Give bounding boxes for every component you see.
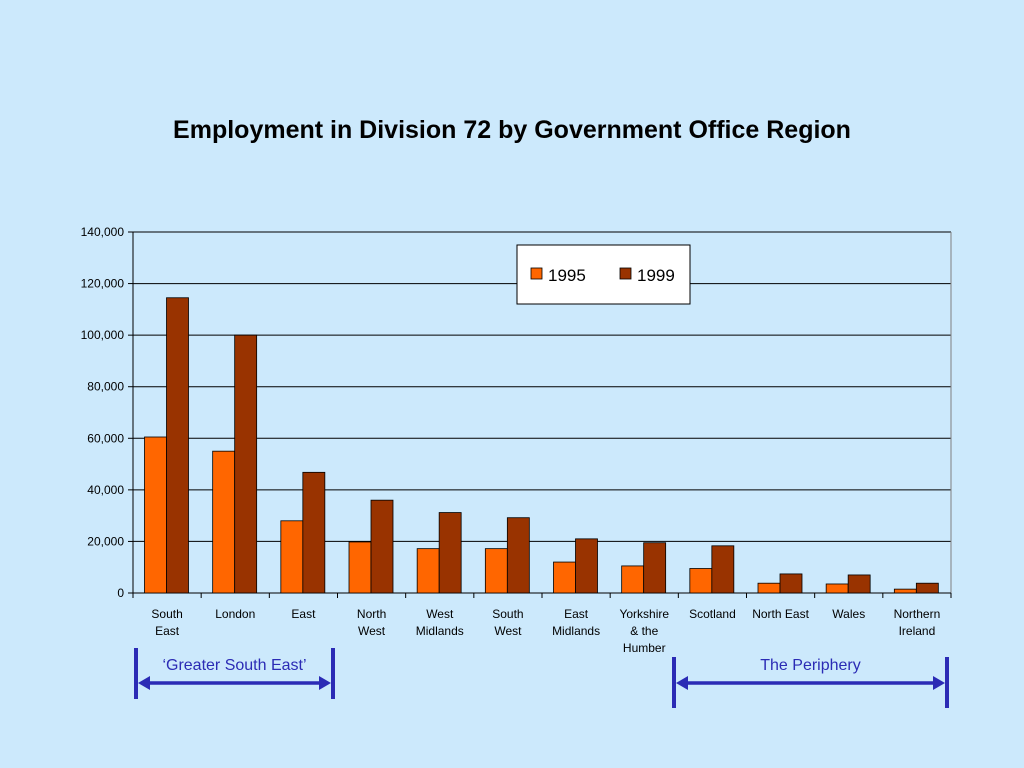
y-tick-label: 100,000 [81,328,125,342]
annotation-arrowhead-right [933,676,945,690]
legend-label-1995: 1995 [548,266,586,285]
bar-1999-11 [915,582,939,594]
bar-1999-2 [302,471,326,594]
annotation-arrowhead-right [319,676,331,690]
bar-1995-4 [416,548,440,594]
legend-swatch-1995 [530,267,543,280]
bar-1999-8 [711,545,735,594]
bar-1999-9 [779,573,803,594]
bar-1999-0 [166,297,189,594]
x-tick-label: North West [357,607,386,638]
legend-label-1999: 1999 [637,266,675,285]
annotation-arrowhead-left [138,676,150,690]
bar-1999-4 [438,512,462,594]
legend-swatch-1999 [619,267,632,280]
bar-1999-7 [643,542,667,594]
bar-1995-6 [553,561,576,594]
x-tick-label: East [291,607,316,621]
x-tick-label: South West [492,607,523,638]
bar-1995-2 [280,520,304,594]
y-tick-label: 20,000 [87,534,124,548]
annotation-label: The Periphery [760,657,861,674]
bar-1995-9 [757,582,781,594]
bar-1995-1 [212,450,236,594]
x-tick-label: East Midlands [552,607,600,638]
chart-title: Employment in Division 72 by Government … [173,116,851,144]
bar-1999-1 [234,334,258,594]
x-tick-label: Wales [832,607,865,621]
x-tick-label: North East [752,607,809,621]
bar-1999-5 [506,517,530,594]
y-tick-label: 40,000 [87,483,124,497]
x-tick-label: Scotland [689,607,736,621]
bar-1995-7 [621,565,645,594]
bar-1995-8 [689,568,713,594]
y-tick-label: 60,000 [87,431,124,445]
x-tick-label: Northern Ireland [894,607,941,638]
bar-1995-5 [484,548,508,594]
bar-1999-3 [370,499,394,594]
y-tick-label: 0 [117,586,124,600]
bar-1995-3 [348,541,372,594]
x-tick-label: London [215,607,255,621]
bar-1995-11 [893,588,917,594]
x-tick-label: West Midlands [416,607,464,638]
annotation-label: ‘Greater South East’ [162,657,306,674]
x-tick-label: Yorkshire & the Humber [619,607,669,655]
bar-1999-10 [847,574,871,594]
y-tick-label: 80,000 [87,380,124,394]
bar-1995-10 [825,583,849,594]
x-tick-label: South East [151,607,182,638]
annotation-arrowhead-left [676,676,688,690]
bar-1999-6 [575,538,598,594]
y-tick-label: 120,000 [81,277,125,291]
bar-1995-0 [144,436,167,594]
y-tick-label: 140,000 [81,225,125,239]
legend-box [516,244,691,305]
